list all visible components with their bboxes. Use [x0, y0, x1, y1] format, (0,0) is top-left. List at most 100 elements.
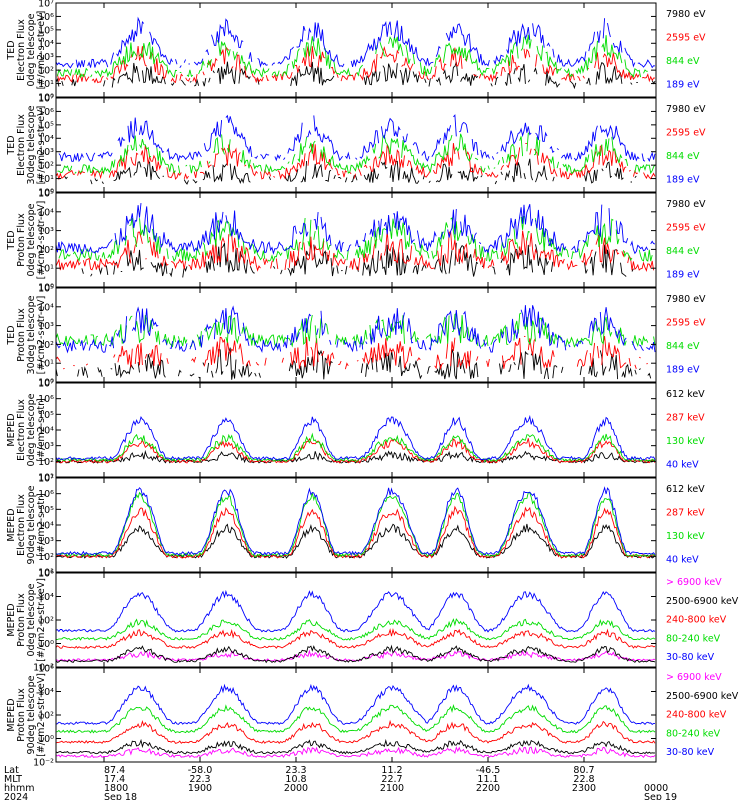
x-lat-label: -46.5 — [476, 765, 501, 776]
series-7-5 — [55, 589, 656, 633]
series-6-4 — [55, 486, 656, 556]
series-trace — [55, 414, 656, 461]
y-tick-label: 10⁷ — [38, 94, 54, 105]
y-tick-label: 10⁴ — [38, 426, 54, 437]
series-trace — [55, 683, 655, 726]
y-tick-label: 10⁴ — [38, 592, 54, 603]
y-axis-label: MEPEDProton Flux90deg telescope[#/cm2-s-… — [6, 673, 47, 757]
y-tick-label: 10⁵ — [38, 410, 54, 421]
series-trace — [55, 704, 656, 734]
legend-entry: 844 eV — [666, 56, 700, 67]
series-trace — [55, 437, 656, 464]
legend-entry: 2595 eV — [666, 318, 706, 329]
x-time-label: 2300 — [572, 783, 596, 794]
y-axis-label-line: [#/cm2-s-str] — [36, 398, 47, 461]
series-7-2 — [55, 644, 656, 664]
y-tick-label: 10⁴ — [38, 39, 54, 50]
x-lat-label: 23.3 — [285, 765, 306, 776]
y-axis-label-line: 0deg telescope — [26, 13, 37, 86]
x-mlt-label: 11.1 — [477, 774, 498, 785]
panel-frame — [55, 667, 657, 763]
panel-frame — [55, 572, 657, 668]
y-axis-label-line: [#/cm2-s-str] — [36, 493, 47, 556]
x-mlt-label: 22.3 — [189, 774, 210, 785]
legend-entry: 80-240 keV — [666, 633, 721, 644]
y-axis-label-line: 30deg telescope — [26, 295, 37, 374]
series-trace — [55, 628, 656, 649]
series-trace — [55, 16, 656, 69]
y-axis-label-line: 0deg telescope — [26, 203, 37, 276]
series-7-3 — [55, 628, 656, 649]
series-trace — [55, 142, 656, 181]
x-lat-label: 80.7 — [573, 765, 594, 776]
y-tick-label: 10¹ — [38, 473, 54, 484]
legend-entry: 189 eV — [666, 175, 700, 186]
series-5-2 — [55, 437, 656, 464]
y-axis-label-line: 30deg telescope — [26, 105, 37, 184]
legend-entry: 189 eV — [666, 80, 700, 91]
legend-entry: 7980 eV — [666, 9, 706, 20]
legend-entry: 7980 eV — [666, 294, 706, 305]
y-axis-label-line: TED — [6, 325, 17, 345]
y-axis-label-line: MEPED — [6, 603, 17, 636]
legend-entry: 2595 eV — [666, 33, 706, 44]
y-axis-label: MEPEDElectron Flux0deg telescope[#/cm2-s… — [6, 393, 47, 466]
series-3-2 — [55, 230, 655, 273]
y-tick-label: 10⁰ — [38, 283, 54, 294]
y-tick-label: 10² — [38, 340, 54, 351]
series-trace — [55, 523, 656, 559]
series-7-1 — [55, 649, 656, 662]
series-2-2 — [55, 142, 656, 181]
series-trace — [55, 649, 656, 662]
legend-entry: 612 keV — [666, 389, 705, 400]
legend-entry: 7980 eV — [666, 104, 706, 115]
series-trace — [55, 203, 656, 255]
y-tick-label: 10⁰ — [38, 93, 54, 104]
x-time-label: 2200 — [476, 783, 500, 794]
series-1-2 — [56, 45, 656, 84]
series-trace — [55, 305, 656, 354]
y-axis-label-line: [#/cm2-s-str-eV] — [36, 11, 47, 90]
series-trace — [55, 719, 656, 745]
y-tick-label: 10³ — [38, 441, 54, 452]
legend-entry: 287 keV — [666, 413, 705, 424]
y-tick-label: 10⁰ — [38, 188, 54, 199]
series-trace — [55, 738, 656, 755]
y-axis-label-line: MEPED — [6, 698, 17, 731]
y-axis-label-line: MEPED — [6, 508, 17, 541]
legend-entry: 130 keV — [666, 436, 705, 447]
y-axis-label-line: Proton Flux — [16, 213, 27, 267]
legend-entry: 2595 eV — [666, 128, 706, 139]
legend-entry: 189 eV — [666, 365, 700, 376]
series-trace — [55, 230, 655, 273]
y-axis-label-line: 90deg telescope — [26, 485, 37, 564]
x-lat-label: -58.0 — [188, 765, 213, 776]
y-tick-label: 10⁵ — [38, 120, 54, 131]
series-2-4 — [58, 114, 656, 163]
y-axis-label: MEPEDProton Flux0deg telescope[#/cm2-s-s… — [6, 578, 47, 662]
panel-5: 10¹ 10² 10³ 10⁴ 10⁵ 10⁶ 10⁷ MEPEDElectron Flux0… — [6, 379, 705, 484]
y-tick-label: 10⁶ — [38, 394, 54, 405]
series-5-4 — [55, 414, 656, 461]
y-axis-label-line: [#/cm2-s-str-keV] — [36, 578, 47, 662]
legend-entry: 844 eV — [666, 246, 700, 257]
series-1-4 — [55, 16, 656, 69]
y-axis-label-line: TED — [6, 135, 17, 155]
x-time-label: 2100 — [380, 783, 404, 794]
series-trace — [58, 114, 656, 163]
y-tick-label: 10³ — [38, 536, 54, 547]
y-tick-label: 10² — [38, 552, 54, 563]
series-4-4 — [55, 305, 656, 354]
y-tick-label: 10¹ — [38, 174, 54, 185]
panel-frame — [55, 192, 657, 288]
legend-entry: 2595 eV — [666, 223, 706, 234]
legend-entry: 612 keV — [666, 484, 705, 495]
x-lat-label: 87.4 — [104, 765, 125, 776]
y-tick-label: 10² — [38, 161, 54, 172]
x-date-label: Sep 18 — [104, 792, 137, 800]
y-tick-label: 10³ — [38, 321, 54, 332]
y-axis-label: TEDProton Flux30deg telescope[#/cm2-s-st… — [6, 295, 47, 374]
legend-entry: 30-80 keV — [666, 652, 715, 663]
